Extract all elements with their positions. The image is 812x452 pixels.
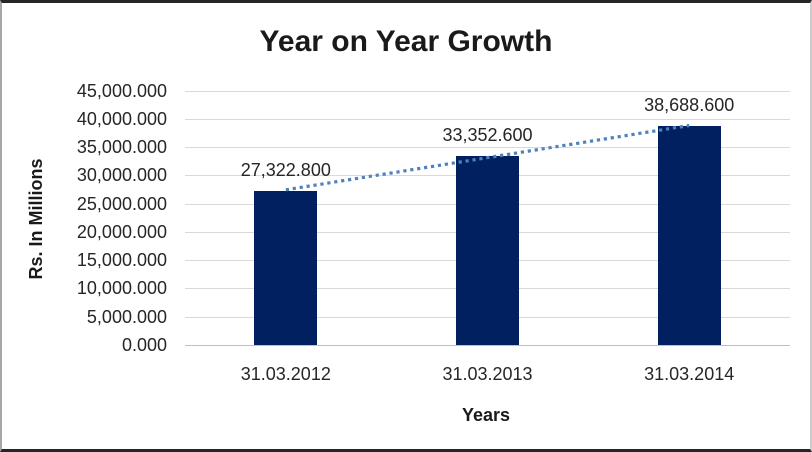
- x-axis-line: [185, 345, 790, 346]
- y-tick-label: 5,000.000: [86, 306, 167, 327]
- bar-data-label: 38,688.600: [644, 95, 735, 116]
- y-tick-label: 10,000.000: [76, 278, 167, 299]
- y-tick-label: 25,000.000: [76, 193, 167, 214]
- x-tick-label: 31.03.2013: [442, 364, 533, 384]
- bar-31.03.2012: [254, 190, 318, 345]
- y-tick-label: 35,000.000: [76, 137, 167, 158]
- y-tick-label: 40,000.000: [76, 108, 167, 129]
- gridline: [185, 90, 790, 92]
- gridline: [185, 118, 790, 120]
- bar-data-label: 33,352.600: [442, 125, 533, 146]
- y-tick-label: 20,000.000: [76, 221, 167, 242]
- x-axis-title: Years: [461, 405, 511, 425]
- x-tick-label: 31.03.2012: [240, 364, 331, 384]
- bar-31.03.2014: [657, 126, 721, 345]
- y-tick-label: 45,000.000: [76, 80, 167, 101]
- chart-title: Year on Year Growth: [259, 25, 553, 58]
- x-tick-label: 31.03.2014: [644, 364, 735, 384]
- y-tick-label: 15,000.000: [76, 250, 167, 271]
- bar-31.03.2013: [456, 156, 519, 345]
- bar-data-label: 27,322.800: [240, 159, 331, 180]
- plot-area: 45,000.000 40,000.000 35,000.000 30,000.000…: [2, 3, 810, 449]
- y-tick-label: 0.000: [121, 335, 167, 355]
- y-tick-label: 30,000.000: [76, 165, 167, 186]
